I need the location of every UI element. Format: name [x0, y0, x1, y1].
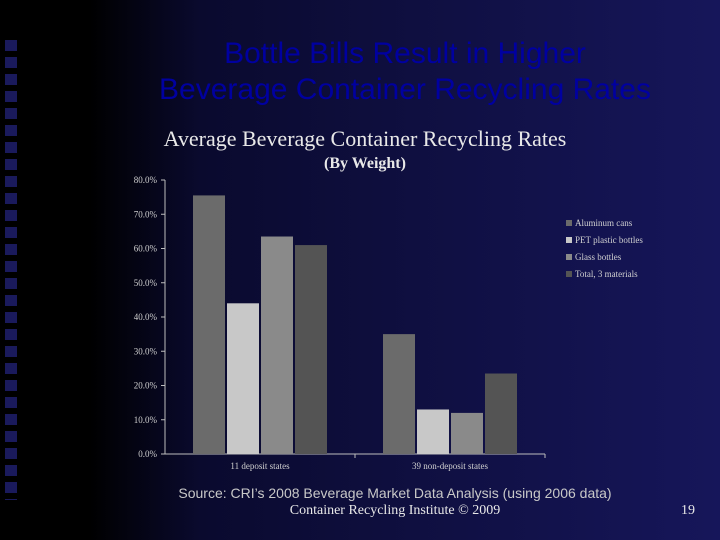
y-tick-label: 80.0% — [134, 175, 158, 185]
chart-subtitle: (By Weight) — [324, 155, 406, 172]
legend-label: Glass bottles — [575, 252, 622, 262]
bar — [417, 409, 449, 454]
bar — [193, 195, 225, 454]
legend-swatch — [566, 237, 572, 243]
legend-swatch — [566, 254, 572, 260]
bar — [451, 412, 483, 454]
chart-title: Average Beverage Container Recycling Rat… — [163, 126, 567, 151]
y-tick-label: 70.0% — [134, 209, 158, 219]
credit-line: Container Recycling Institute © 2009 — [289, 503, 501, 518]
y-tick-label: 20.0% — [134, 381, 158, 391]
slide-title: Bottle Bills Result in Higher Beverage C… — [100, 36, 710, 108]
source-note: Source: CRI’s 2008 Beverage Market Data … — [178, 485, 612, 501]
bullet-decoration — [0, 40, 22, 500]
y-tick-label: 50.0% — [134, 278, 158, 288]
legend-swatch — [566, 271, 572, 277]
bar — [227, 303, 259, 454]
page-number: 19 — [681, 503, 695, 518]
y-tick-label: 0.0% — [138, 449, 157, 459]
bar — [295, 245, 327, 454]
legend-swatch — [566, 220, 572, 226]
slide-title-line-1: Bottle Bills Result in Higher — [224, 37, 586, 70]
x-tick-label: 11 deposit states — [230, 461, 290, 471]
y-tick-label: 30.0% — [134, 346, 158, 356]
y-tick-label: 60.0% — [134, 244, 158, 254]
y-tick-label: 40.0% — [134, 312, 158, 322]
legend-label: PET plastic bottles — [575, 235, 643, 245]
legend-label: Total, 3 materials — [575, 269, 638, 279]
bar — [261, 236, 293, 454]
legend-label: Aluminum cans — [575, 218, 633, 228]
y-tick-label: 10.0% — [134, 415, 158, 425]
x-tick-label: 39 non-deposit states — [412, 461, 488, 471]
slide-title-line-2: Beverage Container Recycling Rates — [159, 73, 651, 106]
bar — [383, 334, 415, 454]
bar — [485, 373, 517, 454]
